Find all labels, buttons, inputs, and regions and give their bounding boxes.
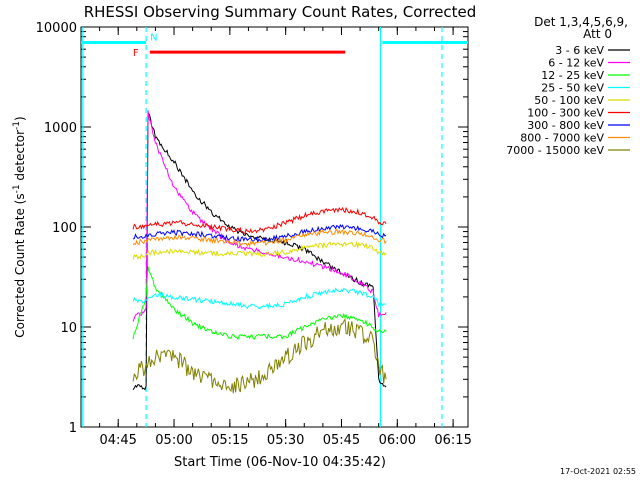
x-tick-label: 05:30 [267, 433, 304, 448]
legend-label: 3 - 6 keV [555, 44, 604, 57]
x-tick-label: 05:45 [323, 433, 360, 448]
plot-area: 04:45 05:00 05:15 05:30 05:45 06:00 06:15 1101… [36, 21, 472, 448]
x-tick-label: 06:15 [434, 433, 471, 448]
x-axis-label: Start Time (06-Nov-10 04:35:42) [174, 455, 386, 470]
x-tick-label: 05:15 [211, 433, 248, 448]
y-axis-label-sup2: -1 [12, 121, 22, 130]
y-axis-label-main: Corrected Count Rate (s [13, 193, 27, 337]
legend-label: 7000 - 15000 keV [506, 144, 604, 157]
series-line [132, 317, 387, 394]
y-axis-label-mid: detector [13, 130, 27, 185]
flare-annotation: F [133, 48, 139, 59]
chart-title: RHESSI Observing Summary Count Rates, Co… [84, 3, 477, 21]
y-tick-label: 10000 [36, 21, 77, 36]
x-tick-label: 06:00 [379, 433, 416, 448]
series-line [132, 241, 387, 260]
series-line [132, 266, 387, 341]
series-group [132, 110, 387, 394]
night-annotation: N [150, 32, 157, 43]
legend-header-line2: Att 0 [583, 27, 612, 41]
series-line [132, 110, 387, 322]
y-axis-label: Corrected Count Rate (s-1 detector-1) [12, 116, 27, 337]
legend-label: 6 - 12 keV [548, 57, 604, 70]
y-tick-label: 100 [52, 221, 77, 236]
legend-label: 300 - 800 keV [527, 119, 604, 132]
series-line [132, 223, 387, 244]
legend-label: 12 - 25 keV [541, 69, 604, 82]
y-tick-label: 1000 [44, 121, 77, 136]
legend-label: 25 - 50 keV [541, 82, 604, 95]
x-axis: 04:45 05:00 05:15 05:30 05:45 06:00 06:15 [80, 27, 472, 448]
legend-label: 50 - 100 keV [534, 94, 604, 107]
x-tick-label: 04:45 [99, 433, 136, 448]
legend-label: 800 - 7000 keV [520, 132, 604, 145]
y-axis-label-end: ) [13, 116, 27, 121]
legend-label: 100 - 300 keV [527, 107, 604, 120]
x-tick-label: 05:00 [155, 433, 192, 448]
series-line [132, 287, 387, 310]
series-line [132, 228, 387, 248]
y-axis: 1 10 100 1000 10000 [36, 21, 468, 436]
generated-timestamp: 17-Oct-2021 02:55 [560, 467, 636, 476]
y-axis-label-sup1: -1 [12, 184, 22, 193]
legend-header-line1: Det 1,3,4,5,6,9, [534, 15, 628, 29]
y-tick-label: 10 [60, 321, 77, 336]
y-tick-label: 1 [69, 421, 77, 436]
series-line [132, 206, 387, 235]
